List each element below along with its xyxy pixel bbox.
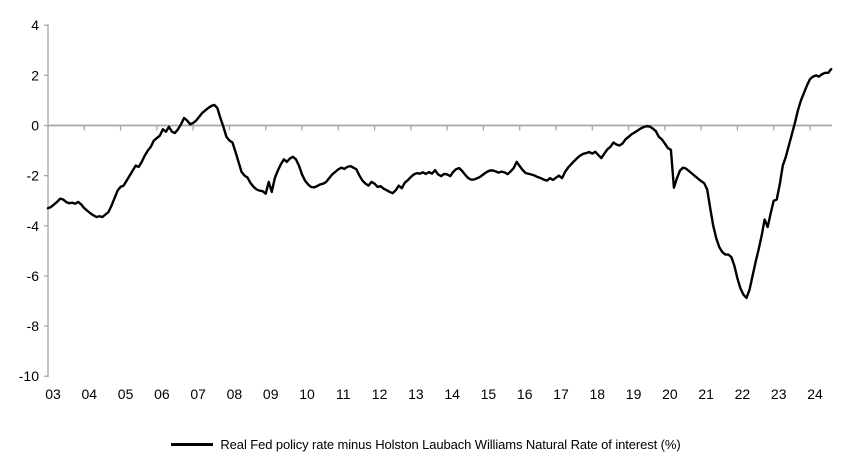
legend-line-sample [171, 442, 214, 446]
x-axis-tick-label: 18 [589, 386, 605, 402]
x-axis-tick-label: 21 [698, 386, 714, 402]
x-axis-tick-label: 16 [517, 386, 533, 402]
y-axis-tick-label: -4 [27, 218, 40, 234]
y-axis-tick-label: -6 [27, 268, 40, 284]
x-axis-tick-label: 10 [299, 386, 315, 402]
x-axis-tick-label: 14 [444, 386, 460, 402]
x-axis-tick-label: 15 [481, 386, 497, 402]
y-axis-tick-label: 2 [31, 67, 39, 83]
x-axis-tick-label: 09 [263, 386, 279, 402]
x-axis-tick-label: 13 [408, 386, 424, 402]
y-axis-tick-label: 0 [31, 118, 39, 134]
x-axis-tick-label: 08 [227, 386, 243, 402]
x-axis-tick-label: 11 [336, 386, 351, 402]
legend-label: Real Fed policy rate minus Holston Lauba… [220, 436, 681, 452]
x-axis-tick-label: 06 [154, 386, 170, 402]
y-axis-tick-label: -2 [27, 168, 40, 184]
legend: Real Fed policy rate minus Holston Lauba… [0, 434, 852, 454]
x-axis-tick-label: 07 [190, 386, 206, 402]
y-axis-tick-label: -10 [19, 368, 39, 384]
y-axis-tick-label: 4 [31, 17, 39, 33]
x-axis-tick-label: 22 [735, 386, 751, 402]
x-axis-tick-label: 23 [771, 386, 787, 402]
x-axis-tick-label: 12 [372, 386, 388, 402]
y-axis-tick-label: -8 [27, 318, 40, 334]
x-axis-tick-label: 20 [662, 386, 678, 402]
x-axis-tick-label: 05 [118, 386, 134, 402]
x-axis-tick-label: 03 [45, 386, 61, 402]
x-axis-tick-label: 19 [626, 386, 642, 402]
x-axis-tick-label: 17 [553, 386, 569, 402]
series-line [46, 67, 833, 300]
x-axis-tick-label: 24 [807, 386, 823, 402]
x-axis-tick-label: 04 [81, 386, 97, 402]
